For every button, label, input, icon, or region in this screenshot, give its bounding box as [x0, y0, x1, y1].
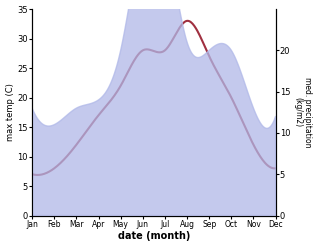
Y-axis label: med. precipitation
(kg/m2): med. precipitation (kg/m2) — [293, 77, 313, 147]
X-axis label: date (month): date (month) — [118, 231, 190, 242]
Y-axis label: max temp (C): max temp (C) — [5, 83, 15, 141]
